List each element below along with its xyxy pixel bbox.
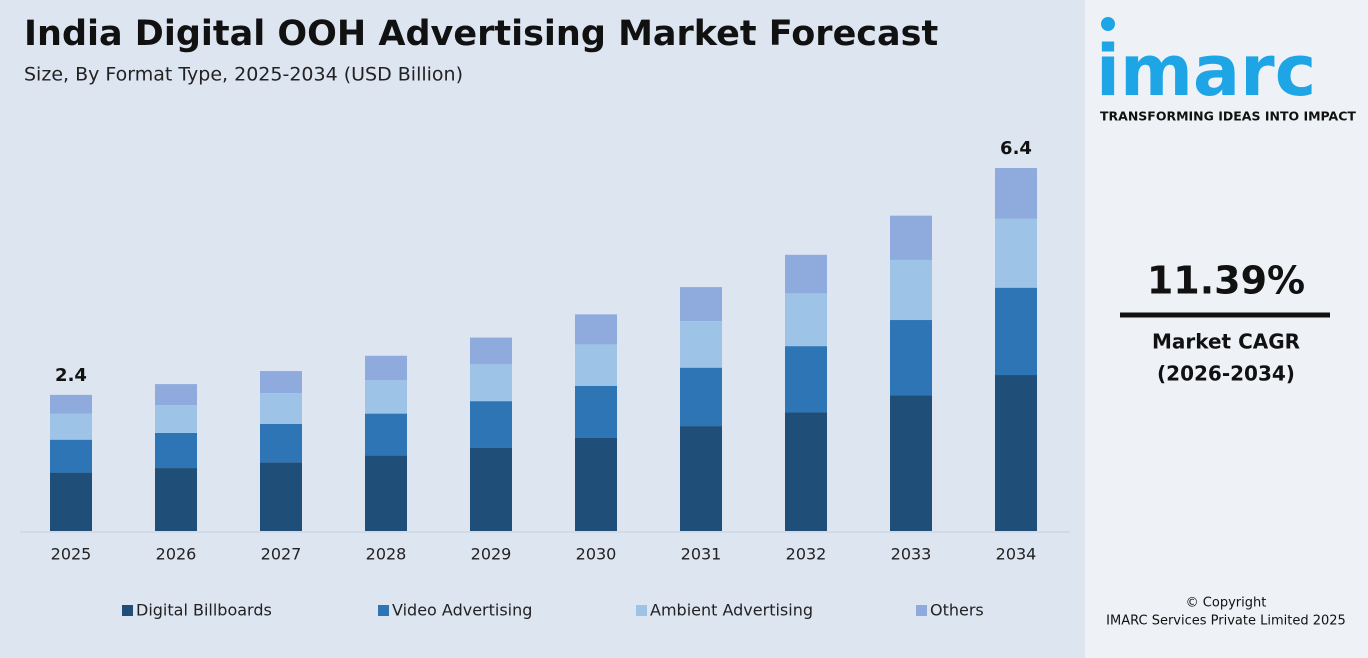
bar-segment [365,355,407,381]
tagline: TRANSFORMING IDEAS INTO IMPACT [1100,109,1356,124]
x-tick-label: 2029 [471,545,512,564]
legend-swatch [916,605,927,616]
bar-segment [680,426,722,531]
x-tick-label: 2027 [261,545,302,564]
bar-segment [680,321,722,368]
x-tick-label: 2034 [996,545,1037,564]
legend-label: Others [930,601,984,620]
bar-segment [260,371,302,394]
bar-segment [365,413,407,456]
bar-segment [470,364,512,402]
bar-segment [155,468,197,531]
legend-label: Ambient Advertising [650,601,813,620]
legend-swatch [122,605,133,616]
bar-segment [365,455,407,531]
total-label: 6.4 [1000,138,1032,159]
bar-segment [575,314,617,345]
bar-segment [365,380,407,414]
bar-segment [785,293,827,347]
bar-segment [890,320,932,396]
legend-swatch [378,605,389,616]
bar-segment [785,254,827,294]
bar-segment [50,413,92,440]
bar-segment [680,287,722,322]
x-tick-label: 2031 [681,545,722,564]
cagr-period: (2026-2034) [1157,362,1295,386]
bar-segment [995,168,1037,219]
logo: imarc [1096,30,1316,112]
cagr-value: 11.39% [1147,259,1305,303]
bar-segment [785,346,827,413]
bar-segment [470,401,512,448]
bar-segment [260,423,302,463]
bar-segment [575,437,617,531]
copyright: © Copyright [1186,596,1267,611]
bar-segment [890,215,932,260]
bar-segment [50,394,92,414]
x-tick-label: 2033 [891,545,932,564]
total-label: 2.4 [55,365,87,386]
sidebar-background [1085,0,1368,658]
bar-segment [155,405,197,433]
bar-segment [50,472,92,531]
bar-segment [575,385,617,438]
x-tick-label: 2028 [366,545,407,564]
legend-label: Digital Billboards [136,601,272,620]
chart-title: India Digital OOH Advertising Market For… [24,14,938,54]
x-tick-label: 2030 [576,545,617,564]
x-tick-label: 2026 [156,545,197,564]
bar-segment [155,432,197,469]
bar-segment [470,447,512,531]
company: IMARC Services Private Limited 2025 [1106,614,1346,629]
bar-segment [890,395,932,531]
bar-segment [260,393,302,424]
bar-segment [155,384,197,406]
legend-swatch [636,605,647,616]
bar-segment [260,462,302,531]
bar-segment [785,412,827,531]
chart-subtitle: Size, By Format Type, 2025-2034 (USD Bil… [24,64,463,86]
x-tick-label: 2032 [786,545,827,564]
legend-label: Video Advertising [392,601,532,620]
x-tick-label: 2025 [51,545,92,564]
bar-segment [575,344,617,386]
logo-dot [1101,17,1115,31]
bar-segment [890,259,932,321]
bar-segment [50,439,92,473]
cagr-label: Market CAGR [1152,330,1300,354]
bar-segment [995,375,1037,531]
bar-segment [680,367,722,427]
bar-segment [995,218,1037,288]
bar-segment [470,337,512,365]
bar-segment [995,287,1037,376]
